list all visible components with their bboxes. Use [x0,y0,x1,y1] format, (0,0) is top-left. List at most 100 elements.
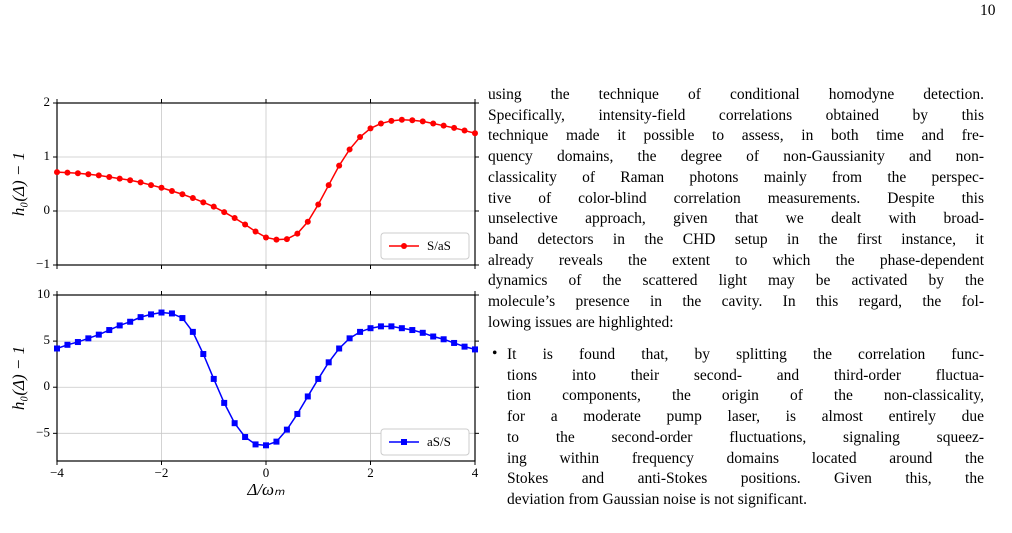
marker [325,182,332,189]
marker [273,236,280,243]
marker [95,172,102,179]
marker [158,309,165,316]
page-number: 10 [980,2,996,19]
marker [231,420,238,427]
marker [252,441,259,448]
text-line: already reveals the extent to which the … [488,251,984,269]
marker [440,336,447,343]
text-line: unselective approach, given that we deal… [488,210,984,228]
marker [357,134,364,141]
legend-label: aS/S [427,434,451,449]
marker [388,117,395,124]
x-tick-label: 2 [367,465,374,480]
marker [168,188,175,195]
marker [367,125,374,132]
marker [74,170,81,177]
marker [461,127,468,134]
marker [325,359,332,366]
y-tick-label: 0 [44,202,51,217]
marker [304,218,311,225]
marker [346,335,353,342]
plot-frame [56,102,476,266]
text-line: tions into their second- and third-order… [507,366,984,384]
x-axis-label: Δ/ωₘ [246,480,285,499]
marker [116,175,123,182]
marker [168,310,175,317]
marker [283,236,290,243]
text-line: deviation from Gaussian noise is not sig… [507,490,808,508]
legend-marker [401,243,407,249]
marker [336,162,343,169]
marker [357,328,364,335]
marker [377,323,384,330]
text-line: quency domains, the degree of non-Gaussi… [488,148,984,166]
text-line: lowing issues are highlighted: [488,313,674,331]
text-line: to the second-order fluctuations, signal… [507,428,984,446]
text-line: for a moderate pump laser, is almost ent… [507,408,984,426]
x-tick-label: −2 [155,465,169,480]
marker [210,203,217,210]
text-line: tion components, the origin of the non-c… [507,387,984,405]
marker [137,314,144,321]
marker [409,327,416,334]
y-tick-label: 1 [44,148,51,163]
legend-box [380,428,470,456]
text-line: dynamics of the scattered light may be a… [488,272,984,290]
marker [304,393,311,400]
marker [377,120,384,127]
y-tick-label: 2 [44,94,51,109]
marker [409,117,416,124]
text-line: ing within frequency domains located aro… [507,449,984,467]
marker [461,343,468,350]
marker [54,345,60,352]
x-tick-label: −4 [50,465,64,480]
marker [336,345,343,352]
figure: −1 0 1 2 h₀(Δ) − 1 S/aS −4 −2 0 2 4 −5 0 5 10 h₀(Δ) − 1… [9,94,479,499]
marker [388,323,395,330]
marker [419,329,426,336]
legend-marker [401,439,407,445]
marker [148,311,155,318]
marker [283,426,290,433]
text-line: technique made it possible to assess, in… [488,127,984,145]
legend: aS/S [380,428,470,456]
y-tick-label: −1 [36,256,50,271]
y-axis-label: h₀(Δ) − 1 [9,152,28,216]
marker [189,328,196,335]
marker [398,325,405,332]
text-line: It is found that, by splitting the corre… [507,346,984,363]
marker [294,230,301,237]
marker [242,434,249,441]
marker [179,191,186,198]
marker [472,130,478,137]
marker [346,146,353,153]
marker [106,327,113,334]
text-line: tive of color-blind correlation measurem… [488,189,984,207]
marker [231,215,238,222]
marker [127,318,134,325]
marker [127,177,134,184]
marker [54,169,60,176]
x-tick-label: 4 [472,465,479,480]
marker [472,346,478,353]
marker [64,169,71,176]
marker [64,341,71,348]
legend: S/aS [380,232,470,260]
bullet-dot: • [492,345,498,362]
marker [252,228,259,235]
y-tick-label: −5 [36,424,50,439]
y-tick-label: 10 [37,286,50,301]
text-line: Specifically, intensity-field correlatio… [488,106,984,124]
marker [440,122,447,129]
marker [430,333,437,340]
text-line: band detectors in the CHD setup in the f… [488,230,984,248]
marker [273,438,280,445]
y-tick-label: 5 [44,332,51,347]
marker [221,399,228,406]
marker [430,120,437,127]
marker [179,315,186,322]
marker [419,118,426,125]
marker [210,375,217,382]
marker [221,209,228,216]
